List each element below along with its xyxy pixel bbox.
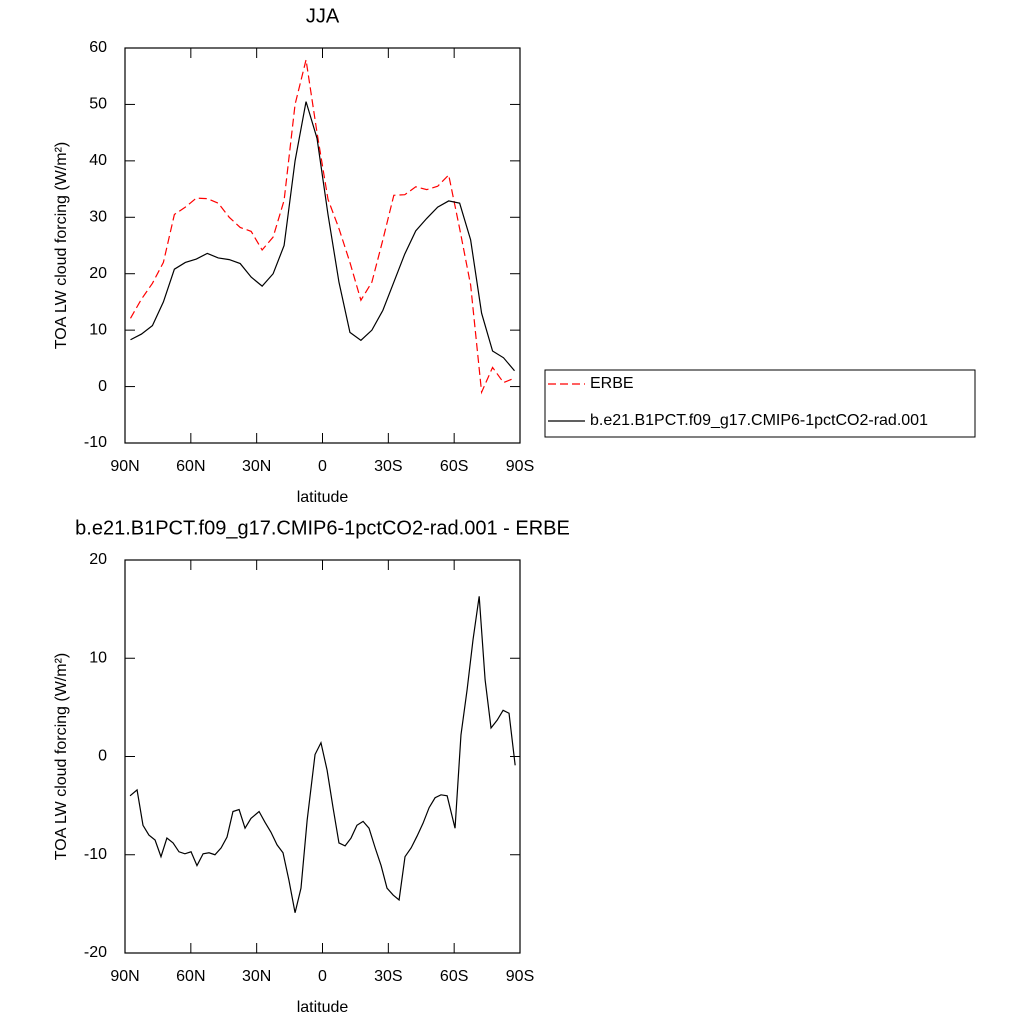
- y-tick-label: 20: [89, 265, 107, 282]
- y-axis-label: TOA LW cloud forcing (W/m²): [53, 653, 70, 860]
- y-tick-label: 50: [89, 96, 107, 113]
- x-tick-label: 90N: [110, 458, 139, 475]
- y-tick-label: 10: [89, 321, 107, 338]
- x-tick-label: 0: [318, 458, 327, 475]
- plot-frame: [124, 559, 521, 954]
- legend-label: b.e21.B1PCT.f09_g17.CMIP6-1pctCO2-rad.00…: [590, 412, 928, 429]
- x-tick-label: 60N: [176, 458, 205, 475]
- y-tick-label: 30: [89, 209, 107, 226]
- legend-frame: [544, 369, 976, 438]
- x-tick-label: 30N: [242, 458, 271, 475]
- x-tick-label: 0: [318, 968, 327, 985]
- x-tick-label: 60S: [440, 968, 468, 985]
- x-axis-label: latitude: [297, 489, 349, 506]
- y-tick-label: -20: [84, 944, 107, 961]
- series-line: [130, 101, 515, 372]
- x-tick-label: 60N: [176, 968, 205, 985]
- chart-title: b.e21.B1PCT.f09_g17.CMIP6-1pctCO2-rad.00…: [75, 517, 570, 539]
- y-tick-label: -10: [84, 846, 107, 863]
- plot-frame: [124, 47, 521, 444]
- legend: ERBE b.e21.B1PCT.f09_g17.CMIP6-1pctCO2-ra…: [544, 369, 976, 438]
- x-tick-label: 90S: [506, 458, 534, 475]
- series-line: [129, 59, 515, 395]
- x-tick-label: 90S: [506, 968, 534, 985]
- y-tick-label: 10: [89, 649, 107, 666]
- chart-title: JJA: [306, 5, 340, 27]
- y-tick-label: -10: [84, 434, 107, 451]
- x-axis-label: latitude: [297, 999, 349, 1016]
- x-tick-label: 30S: [374, 458, 402, 475]
- y-axis-label: TOA LW cloud forcing (W/m²): [53, 142, 70, 349]
- y-tick-label: 20: [89, 551, 107, 568]
- x-tick-label: 90N: [110, 968, 139, 985]
- x-tick-label: 60S: [440, 458, 468, 475]
- x-tick-label: 30N: [242, 968, 271, 985]
- legend-label: ERBE: [590, 375, 634, 392]
- x-tick-label: 30S: [374, 968, 402, 985]
- y-tick-label: 0: [98, 378, 107, 395]
- y-tick-label: 60: [89, 39, 107, 56]
- y-tick-label: 0: [98, 748, 107, 765]
- y-tick-label: 40: [89, 152, 107, 169]
- series-line: [129, 596, 516, 913]
